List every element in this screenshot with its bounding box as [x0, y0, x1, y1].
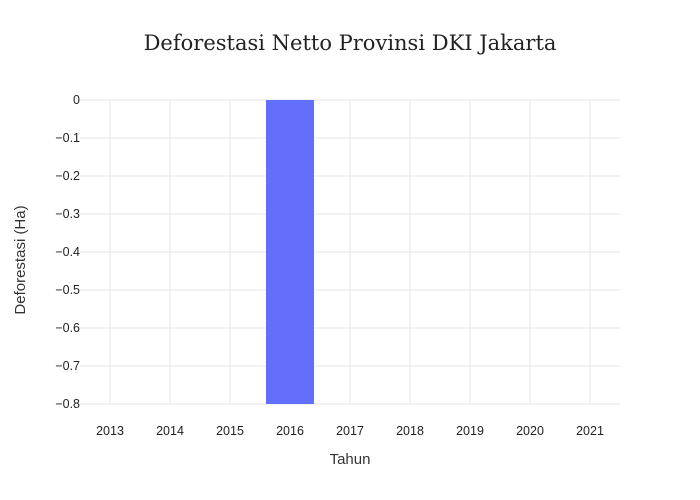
- bar-layer: [266, 100, 314, 404]
- y-tick-label: −0.1: [55, 131, 80, 145]
- y-tick-label: −0.2: [55, 169, 80, 183]
- y-tick-label: −0.8: [55, 397, 80, 411]
- y-axis-ticks: 0 −0.1 −0.2 −0.3 −0.4 −0.5 −0.6 −0.7 −0.8: [55, 93, 80, 411]
- x-tick-label: 2015: [216, 424, 244, 438]
- chart-title: Deforestasi Netto Provinsi DKI Jakarta: [144, 31, 557, 55]
- y-tick-label: −0.3: [55, 207, 80, 221]
- y-axis-title: Deforestasi (Ha): [12, 205, 29, 314]
- x-axis-ticks: 2013 2014 2015 2016 2017 2018 2019 2020 2021: [96, 424, 604, 438]
- bar-2016[interactable]: [266, 100, 314, 404]
- x-axis-title: Tahun: [330, 451, 371, 468]
- x-tick-label: 2014: [156, 424, 184, 438]
- y-tick-label: −0.4: [55, 245, 80, 259]
- x-tick-label: 2019: [456, 424, 484, 438]
- y-tick-label: −0.5: [55, 283, 80, 297]
- grid-layer: [80, 99, 620, 405]
- y-tick-label: −0.6: [55, 321, 80, 335]
- y-tick-label: −0.7: [55, 359, 80, 373]
- x-tick-label: 2017: [336, 424, 364, 438]
- x-tick-label: 2020: [516, 424, 544, 438]
- x-tick-label: 2018: [396, 424, 424, 438]
- x-tick-label: 2013: [96, 424, 124, 438]
- x-tick-label: 2021: [576, 424, 604, 438]
- x-tick-label: 2016: [276, 424, 304, 438]
- y-tick-label: 0: [73, 93, 80, 107]
